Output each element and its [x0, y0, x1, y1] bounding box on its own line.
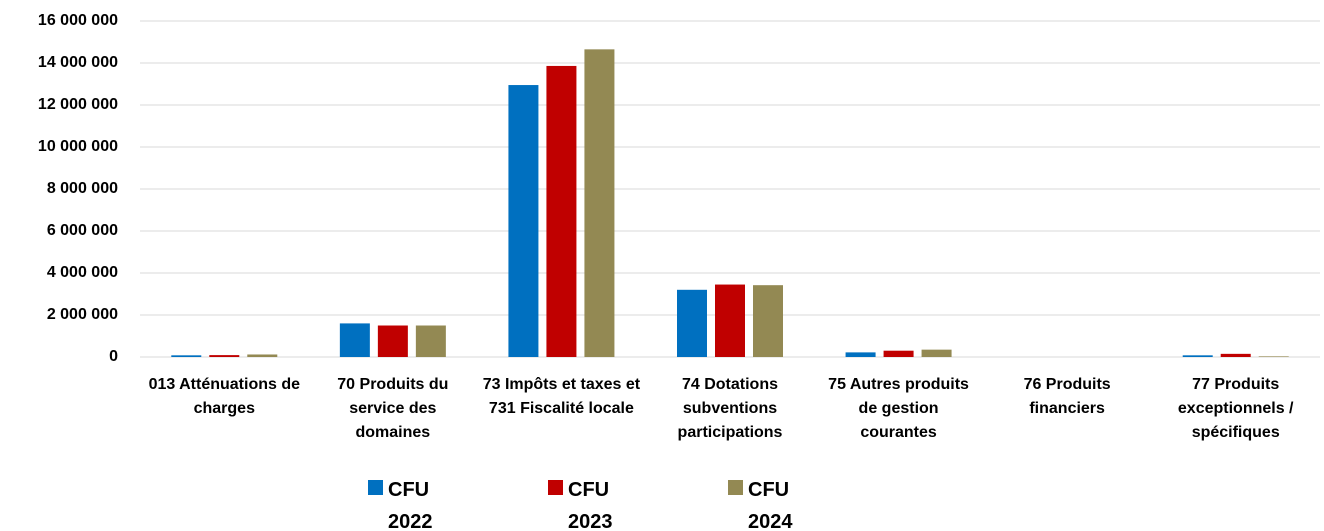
bar	[1182, 355, 1213, 357]
y-tick-label: 4 000 000	[47, 264, 118, 281]
bar	[171, 355, 202, 357]
bar	[247, 354, 278, 357]
bar	[715, 284, 745, 357]
x-tick-label: 74 Dotations subventions participations	[677, 376, 783, 441]
bar	[209, 355, 240, 357]
legend-label: CFU 2023	[568, 479, 613, 531]
y-tick-label: 6 000 000	[47, 222, 118, 239]
x-tick-label: 75 Autres produits de gestion courantes	[828, 376, 969, 441]
bar	[339, 323, 370, 357]
y-tick-label: 10 000 000	[38, 138, 118, 155]
bar	[508, 85, 539, 358]
x-tick-label: 73 Impôts et taxes et 731 Fiscalité loca…	[482, 376, 641, 417]
y-tick-label: 14 000 000	[38, 54, 118, 71]
x-tick-label: 77 Produits exceptionnels / spécifiques	[1177, 376, 1294, 441]
bar	[753, 285, 783, 357]
bar	[883, 350, 914, 357]
bar	[377, 325, 408, 357]
y-tick-label: 8 000 000	[47, 180, 118, 197]
legend-swatch	[728, 480, 743, 495]
y-tick-label: 0	[109, 348, 118, 365]
bar	[415, 325, 446, 357]
legend-swatch	[368, 480, 383, 495]
bar	[677, 289, 707, 357]
legend-label: CFU 2022	[388, 479, 433, 531]
bar	[1220, 353, 1251, 357]
x-tick-label: 013 Atténuations de charges	[148, 376, 300, 417]
y-tick-label: 16 000 000	[38, 12, 118, 29]
bar	[1258, 356, 1289, 357]
y-tick-label: 12 000 000	[38, 96, 118, 113]
x-tick-label: 70 Produits du service des domaines	[337, 376, 449, 441]
legend-item: CFU 2024	[728, 474, 810, 531]
bar	[546, 65, 577, 357]
x-tick-label: 76 Produits financiers	[1023, 376, 1111, 417]
legend-item: CFU 2022	[368, 474, 450, 531]
bar	[921, 349, 952, 357]
legend-item: CFU 2023	[548, 474, 630, 531]
legend-swatch	[548, 480, 563, 495]
bar	[845, 352, 876, 357]
y-tick-label: 2 000 000	[47, 306, 118, 323]
bar	[584, 49, 615, 357]
legend-label: CFU 2024	[748, 479, 793, 531]
